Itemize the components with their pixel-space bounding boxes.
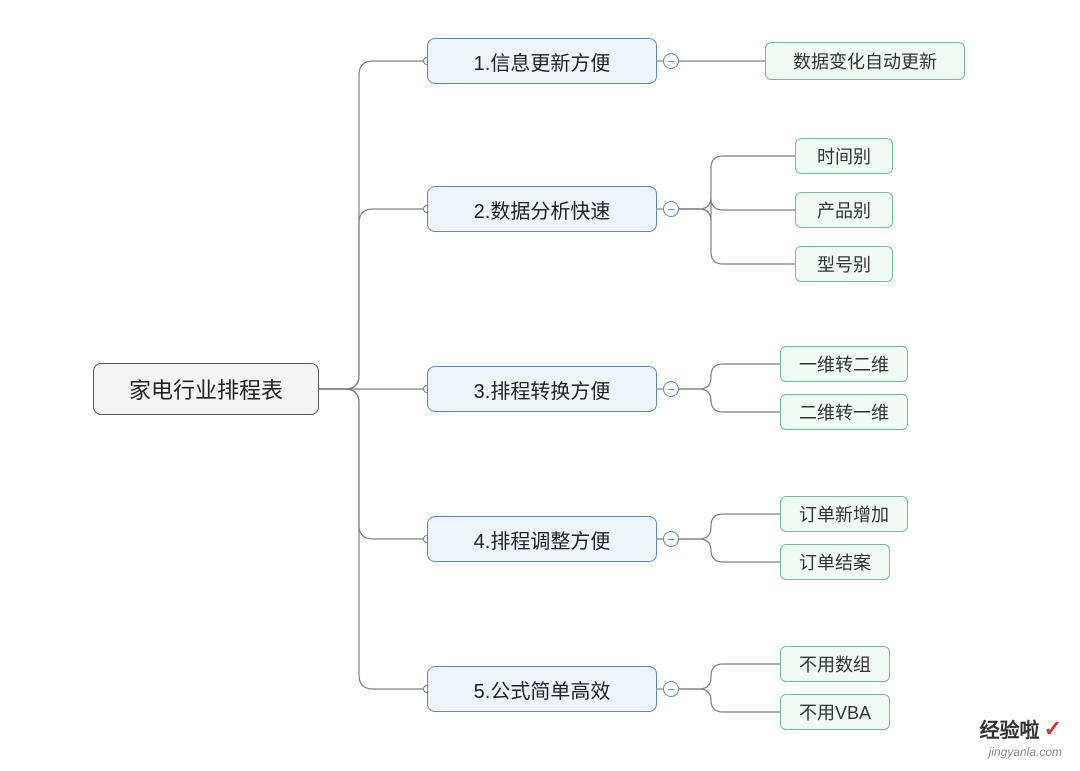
leaf-node: 型号别 [795, 246, 893, 282]
collapse-icon[interactable]: − [663, 681, 679, 697]
leaf-node: 不用数组 [780, 646, 890, 682]
root-node: 家电行业排程表 [93, 363, 319, 415]
leaf-node: 不用VBA [780, 694, 890, 730]
branch-node: 4.排程调整方便 [427, 516, 657, 562]
collapse-icon[interactable]: − [663, 381, 679, 397]
watermark-check-icon: ✓ [1044, 716, 1062, 742]
collapse-icon[interactable]: − [663, 53, 679, 69]
leaf-node: 订单结案 [780, 544, 890, 580]
watermark-url: jingyanla.com [989, 745, 1062, 759]
branch-node: 5.公式简单高效 [427, 666, 657, 712]
leaf-node: 时间别 [795, 138, 893, 174]
leaf-node: 二维转一维 [780, 394, 908, 430]
watermark-logo: 经验啦 ✓ [980, 714, 1062, 743]
leaf-node: 产品别 [795, 192, 893, 228]
collapse-icon[interactable]: − [663, 201, 679, 217]
watermark-text: 经验啦 [980, 714, 1040, 743]
mindmap-canvas: 家电行业排程表1.信息更新方便−数据变化自动更新2.数据分析快速−时间别产品别型… [0, 0, 1080, 771]
branch-node: 3.排程转换方便 [427, 366, 657, 412]
collapse-icon[interactable]: − [663, 531, 679, 547]
leaf-node: 订单新增加 [780, 496, 908, 532]
leaf-node: 数据变化自动更新 [765, 42, 965, 80]
leaf-node: 一维转二维 [780, 346, 908, 382]
branch-node: 1.信息更新方便 [427, 38, 657, 84]
branch-node: 2.数据分析快速 [427, 186, 657, 232]
